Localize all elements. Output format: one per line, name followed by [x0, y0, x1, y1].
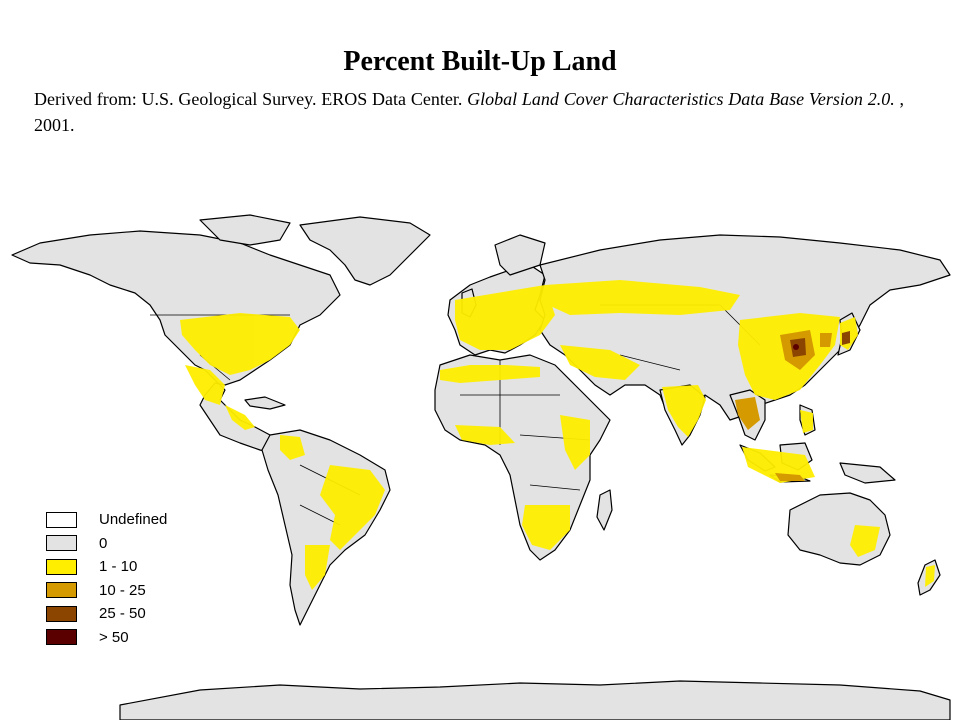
built-up-low-layer [180, 280, 935, 590]
legend-label: 0 [99, 534, 108, 552]
land-cuba [244, 396, 286, 410]
legend-swatch [46, 605, 77, 622]
built-up-argentina [305, 545, 330, 590]
built-up-max-layer [793, 344, 799, 350]
built-up-australia-se [850, 525, 880, 557]
built-up-middle-east [560, 345, 640, 380]
built-up-south-africa [522, 505, 570, 550]
legend-label: Undefined [99, 511, 168, 529]
map-title: Percent Built-Up Land [343, 46, 617, 77]
legend-label: 10 - 25 [99, 581, 146, 599]
legend-label: 25 - 50 [99, 605, 146, 623]
land-new-guinea [839, 462, 896, 484]
built-up-indonesia [742, 447, 815, 483]
legend-swatch [46, 558, 77, 575]
land-south-america [261, 429, 391, 626]
built-up-max-point [793, 344, 799, 350]
built-up-central-america [225, 405, 255, 430]
built-up-mexico [185, 365, 225, 405]
source-suffix: , 2001. [34, 89, 904, 135]
source-prefix: Derived from: U.S. Geological Survey. ER… [34, 89, 468, 109]
built-up-russia [545, 280, 740, 315]
built-up-europe [455, 285, 555, 350]
legend-swatch [46, 629, 77, 646]
built-up-india [662, 385, 706, 437]
built-up-high-japan [842, 331, 850, 345]
land-scandinavia [494, 234, 546, 276]
legend-item: 25 - 50 [46, 602, 167, 626]
built-up-mid-korea [820, 333, 832, 347]
built-up-new-zealand [925, 565, 935, 587]
land-arctic-islands [199, 214, 291, 246]
land-north-america [11, 230, 341, 456]
built-up-colombia [280, 435, 305, 460]
built-up-west-africa [455, 425, 515, 445]
source-italic: Global Land Cover Characteristics Data B… [467, 89, 895, 109]
legend-item: > 50 [46, 626, 167, 650]
built-up-mid-indochina [735, 397, 760, 430]
built-up-brazil [320, 465, 385, 550]
source-citation: Derived from: U.S. Geological Survey. ER… [34, 86, 904, 138]
legend-item: 0 [46, 532, 167, 556]
legend: Undefined 0 1 - 10 10 - 25 25 - 50 > 50 [46, 508, 167, 649]
built-up-north-africa [440, 365, 540, 383]
built-up-mid-java [775, 473, 805, 481]
legend-label: 1 - 10 [99, 558, 138, 576]
land-greenland [299, 216, 431, 286]
world-map [11, 214, 951, 720]
legend-swatch [46, 535, 77, 552]
built-up-east-africa [560, 415, 590, 470]
land-antarctica [119, 680, 951, 720]
built-up-usa [180, 313, 300, 375]
legend-item: 10 - 25 [46, 579, 167, 603]
built-up-philippines [800, 410, 813, 433]
legend-label: > 50 [99, 628, 129, 646]
land-madagascar [596, 489, 613, 531]
legend-item: Undefined [46, 508, 167, 532]
legend-swatch [46, 582, 77, 599]
legend-item: 1 - 10 [46, 555, 167, 579]
legend-swatch [46, 511, 77, 528]
